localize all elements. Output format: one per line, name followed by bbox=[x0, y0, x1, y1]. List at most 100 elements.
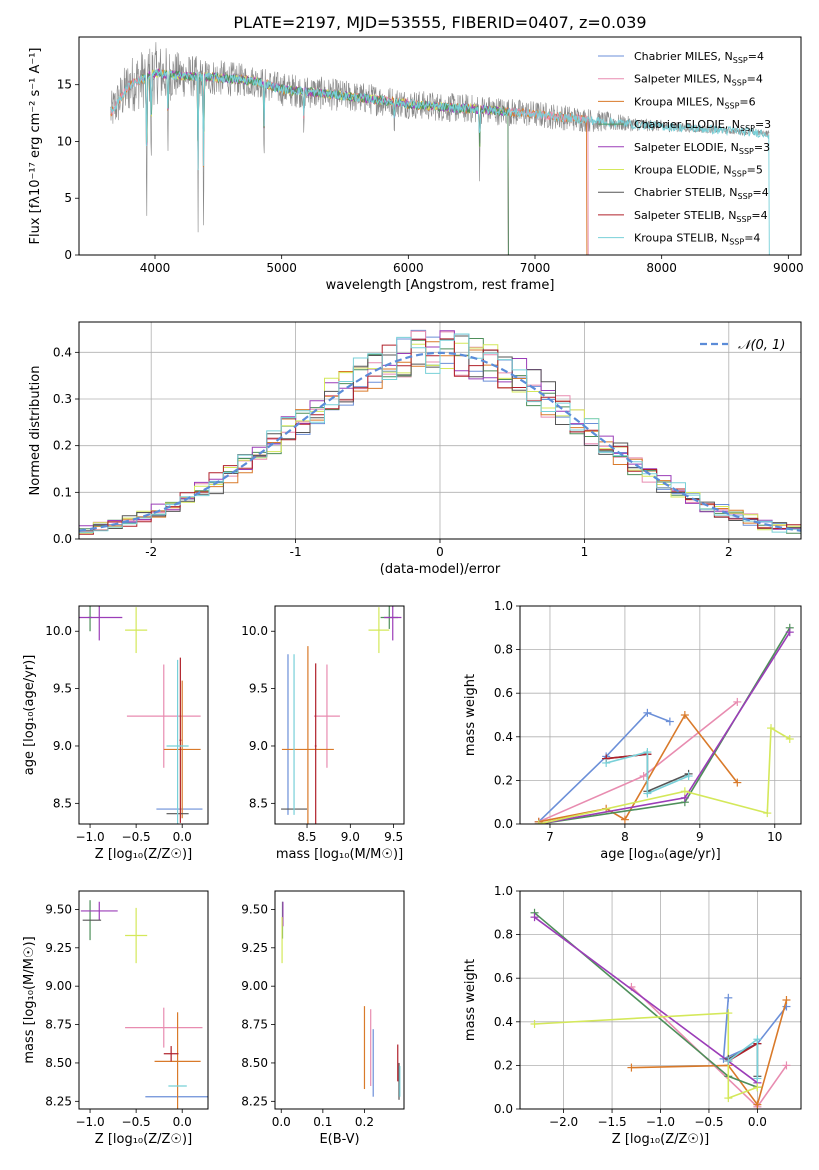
y-tick-label: 8.5 bbox=[53, 796, 72, 810]
x-tick-label: −0.5 bbox=[694, 1115, 723, 1129]
y-tick-label: 10 bbox=[57, 134, 72, 148]
x-axis-label: age [log₁₀(age/yr)] bbox=[600, 847, 721, 862]
weight-series-chabrier-elodie bbox=[534, 623, 794, 824]
weight-series-chabrier-miles bbox=[719, 993, 791, 1063]
y-axis-label: mass weight bbox=[463, 674, 478, 756]
x-tick-label: 6000 bbox=[393, 261, 424, 275]
x-tick-label: 8 bbox=[621, 830, 629, 844]
y-tick-label: 10.0 bbox=[45, 624, 72, 638]
errorbar-point-salpeter-elodie bbox=[79, 606, 123, 641]
errorbar-point-salpeter-stelib bbox=[314, 663, 317, 824]
y-axis-label: mass weight bbox=[463, 959, 478, 1041]
y-tick-label: 8.75 bbox=[241, 1018, 268, 1032]
y-tick-label: 0.4 bbox=[53, 345, 72, 359]
errorbar-point-salpeter-stelib bbox=[179, 657, 182, 823]
residual-histograms bbox=[79, 329, 801, 535]
y-tick-label: 0.2 bbox=[494, 1058, 513, 1072]
y-tick-label: 9.00 bbox=[241, 979, 268, 993]
spectrum-lines bbox=[110, 42, 770, 255]
mass-vs-extinction-panel: 0.0 0.1 0.2 8.25 8.50 8.75 9.00 9.25 9.50 E(B-V) bbox=[241, 890, 405, 1147]
error-bars bbox=[281, 606, 402, 824]
errorbar-point-kroupa-elodie bbox=[125, 607, 148, 654]
errorbar-point-kroupa-miles bbox=[154, 1012, 201, 1109]
y-tick-label: 0.3 bbox=[53, 392, 72, 406]
errorbar-point-kroupa-miles bbox=[281, 646, 334, 824]
x-axis-label: Z [log₁₀(Z/Z☉)] bbox=[95, 1132, 192, 1147]
errorbar-point-salpeter-elodie bbox=[384, 606, 402, 641]
y-axis-label: age [log₁₀(age/yr)] bbox=[22, 655, 37, 776]
legend-entry: Salpeter MILES, NSSP=4 bbox=[634, 73, 763, 88]
axes-frame bbox=[519, 890, 802, 1110]
legend-entry: Chabrier MILES, NSSP=4 bbox=[634, 50, 764, 65]
axes-frame bbox=[78, 605, 209, 825]
x-tick-label: 0 bbox=[436, 545, 444, 559]
x-tick-label: 0.1 bbox=[313, 1115, 332, 1129]
errorbar-point-kroupa-stelib bbox=[166, 659, 189, 824]
x-tick-label: 7000 bbox=[520, 261, 551, 275]
legend-entry: Salpeter ELODIE, NSSP=3 bbox=[634, 141, 770, 156]
x-tick-label: 9.0 bbox=[341, 830, 360, 844]
y-tick-label: 10.0 bbox=[241, 624, 268, 638]
y-tick-label: 0.0 bbox=[494, 817, 513, 831]
y-tick-label: 8.50 bbox=[241, 1056, 268, 1070]
error-bars bbox=[79, 606, 203, 824]
y-axis-label: Normed distribution bbox=[28, 366, 43, 496]
weight-series-salpeter-elodie bbox=[534, 628, 794, 824]
y-tick-label: 0.2 bbox=[494, 773, 513, 787]
legend-entry: Chabrier ELODIE, NSSP=3 bbox=[634, 118, 771, 133]
weight-series-kroupa-stelib bbox=[602, 748, 693, 798]
residuals-panel: -2 -1 0 1 2 0.0 0.1 0.2 0.3 0.4 (data-model)/error… bbox=[28, 321, 802, 577]
x-tick-label: -2 bbox=[145, 545, 157, 559]
errorbar-point-kroupa-miles bbox=[163, 680, 201, 819]
y-tick-label: 0.4 bbox=[494, 1015, 513, 1029]
legend-entry: Kroupa MILES, NSSP=6 bbox=[634, 95, 756, 110]
y-tick-label: 0 bbox=[64, 248, 72, 262]
weight-vs-metallicity-panel: −2.0 −1.5 −1.0 −0.5 0.0 0.0 0.2 0.4 0.6 0.8 1.0 Z [… bbox=[463, 884, 802, 1147]
x-tick-label: 2 bbox=[725, 545, 733, 559]
x-tick-label: -1 bbox=[290, 545, 302, 559]
axes-frame bbox=[78, 890, 209, 1110]
x-tick-label: −1.5 bbox=[597, 1115, 626, 1129]
y-tick-label: 8.5 bbox=[249, 796, 268, 810]
y-tick-label: 0.0 bbox=[53, 532, 72, 546]
y-tick-label: 9.50 bbox=[241, 902, 268, 916]
error-bars bbox=[281, 901, 401, 1100]
y-tick-label: 8.50 bbox=[45, 1056, 72, 1070]
model-spectrum-kroupa-stelib bbox=[110, 69, 770, 255]
x-tick-label: 4000 bbox=[140, 261, 171, 275]
spectrum-panel: 4000 5000 6000 7000 8000 9000 0 5 10 15 wavelength… bbox=[28, 36, 804, 293]
y-tick-label: 1.0 bbox=[494, 599, 513, 613]
weight-vs-age-panel: 7 8 9 10 0.0 0.2 0.4 0.6 0.8 1.0 age [log₁₀(age/yr… bbox=[463, 599, 802, 862]
errorbar-point-salpeter-miles bbox=[313, 664, 340, 768]
x-tick-label: −1.0 bbox=[646, 1115, 675, 1129]
x-axis-label: mass [log₁₀(M/M☉)] bbox=[276, 847, 403, 862]
x-tick-label: 8.5 bbox=[297, 830, 316, 844]
x-tick-label: 0.2 bbox=[355, 1115, 374, 1129]
y-tick-label: 0.8 bbox=[494, 643, 513, 657]
y-tick-label: 0.1 bbox=[53, 485, 72, 499]
x-tick-label: 0.0 bbox=[272, 1115, 291, 1129]
age-vs-mass-panel: 8.5 9.0 9.5 8.5 9.0 9.5 10.0 mass [log₁₀(M/M☉)] bbox=[241, 605, 405, 862]
x-axis-label: wavelength [Angstrom, rest frame] bbox=[326, 278, 555, 293]
axes-frame bbox=[78, 321, 802, 540]
error-bars bbox=[80, 900, 208, 1109]
weight-lines bbox=[530, 908, 791, 1109]
x-tick-label: 0.0 bbox=[748, 1115, 767, 1129]
x-tick-label: 0.0 bbox=[173, 830, 192, 844]
y-tick-label: 0.2 bbox=[53, 439, 72, 453]
y-tick-label: 9.5 bbox=[53, 682, 72, 696]
y-tick-label: 9.5 bbox=[249, 682, 268, 696]
y-tick-label: 8.25 bbox=[45, 1094, 72, 1108]
x-tick-label: −1.0 bbox=[75, 830, 104, 844]
mass-vs-metallicity-panel: −1.0 −0.5 0.0 8.25 8.50 8.75 9.00 9.25 9.50 Z [lo… bbox=[22, 890, 209, 1147]
y-axis-label: Flux [fλ10⁻¹⁷ erg cm⁻² s⁻¹ A⁻¹] bbox=[28, 48, 43, 245]
x-tick-label: 9000 bbox=[773, 261, 804, 275]
legend-entry: Kroupa ELODIE, NSSP=5 bbox=[634, 164, 763, 179]
y-tick-label: 9.0 bbox=[53, 739, 72, 753]
x-axis-label: Z [log₁₀(Z/Z☉)] bbox=[612, 1132, 709, 1147]
y-tick-label: 8.25 bbox=[241, 1094, 268, 1108]
y-tick-label: 0.0 bbox=[494, 1102, 513, 1116]
axes-frame bbox=[519, 605, 802, 825]
y-tick-label: 0.6 bbox=[494, 971, 513, 985]
